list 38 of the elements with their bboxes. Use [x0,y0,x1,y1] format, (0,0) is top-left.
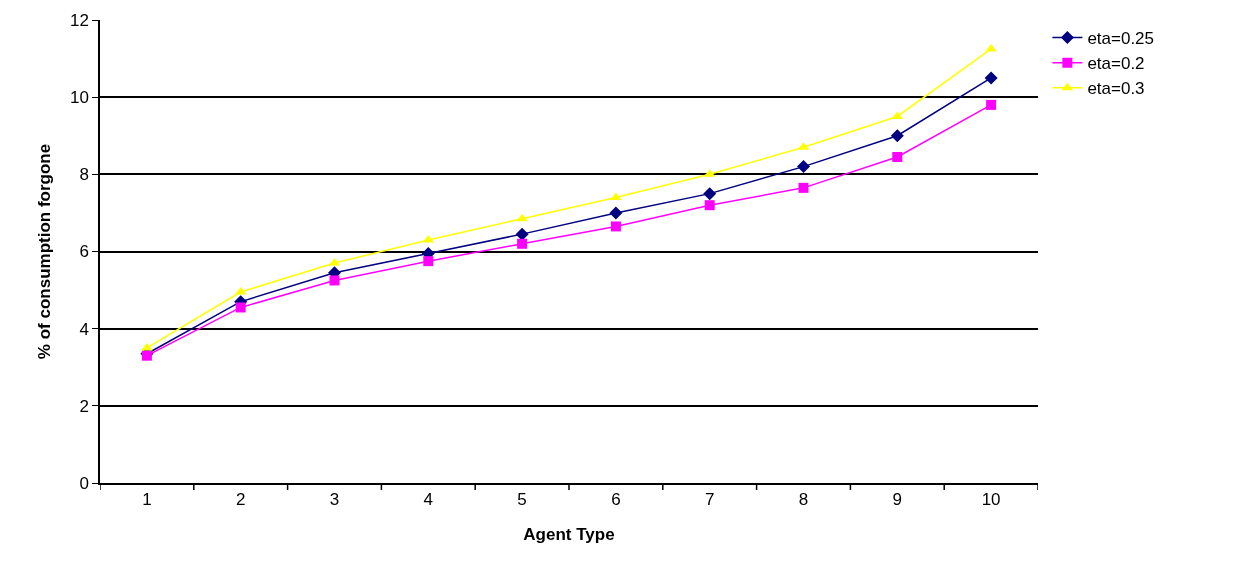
legend-label: eta=0.3 [1087,79,1145,99]
x-tick-label: 9 [892,490,903,510]
point [517,238,528,249]
point [797,160,810,174]
y-tick-label: 6 [79,242,89,262]
point [329,275,340,286]
x-tick-label: 4 [423,490,434,510]
point [703,187,717,201]
point [890,129,904,143]
point [516,213,528,222]
x-tick-label: 7 [704,490,715,510]
legend-label: eta=0.25 [1087,29,1155,49]
point [515,227,529,241]
x-tick-label: 1 [142,490,152,510]
y-tick-label: 2 [79,396,89,416]
y-tick-label: 12 [69,10,89,30]
x-tick-label: 8 [798,490,809,510]
point [423,256,434,267]
point [609,206,623,220]
point [892,151,903,162]
x-tick-label: 6 [611,490,621,510]
y-tick-label: 8 [79,165,89,185]
x-tick-label: 2 [235,490,246,510]
point [986,99,997,110]
y-tick-label: 10 [69,88,89,108]
point [704,200,715,211]
x-tick-label: 10 [981,490,1001,510]
x-tick-label: 5 [517,490,527,510]
point [798,182,809,193]
y-tick-label: 4 [79,319,89,339]
y-tick-label: 0 [79,473,89,493]
y-axis-title: % of consumption forgone [34,143,54,360]
legend-label: eta=0.2 [1087,54,1145,74]
x-axis-title: Agent Type [523,525,615,545]
point [984,71,998,85]
x-tick-label: 3 [329,490,340,510]
point [235,302,246,313]
point [610,221,621,232]
